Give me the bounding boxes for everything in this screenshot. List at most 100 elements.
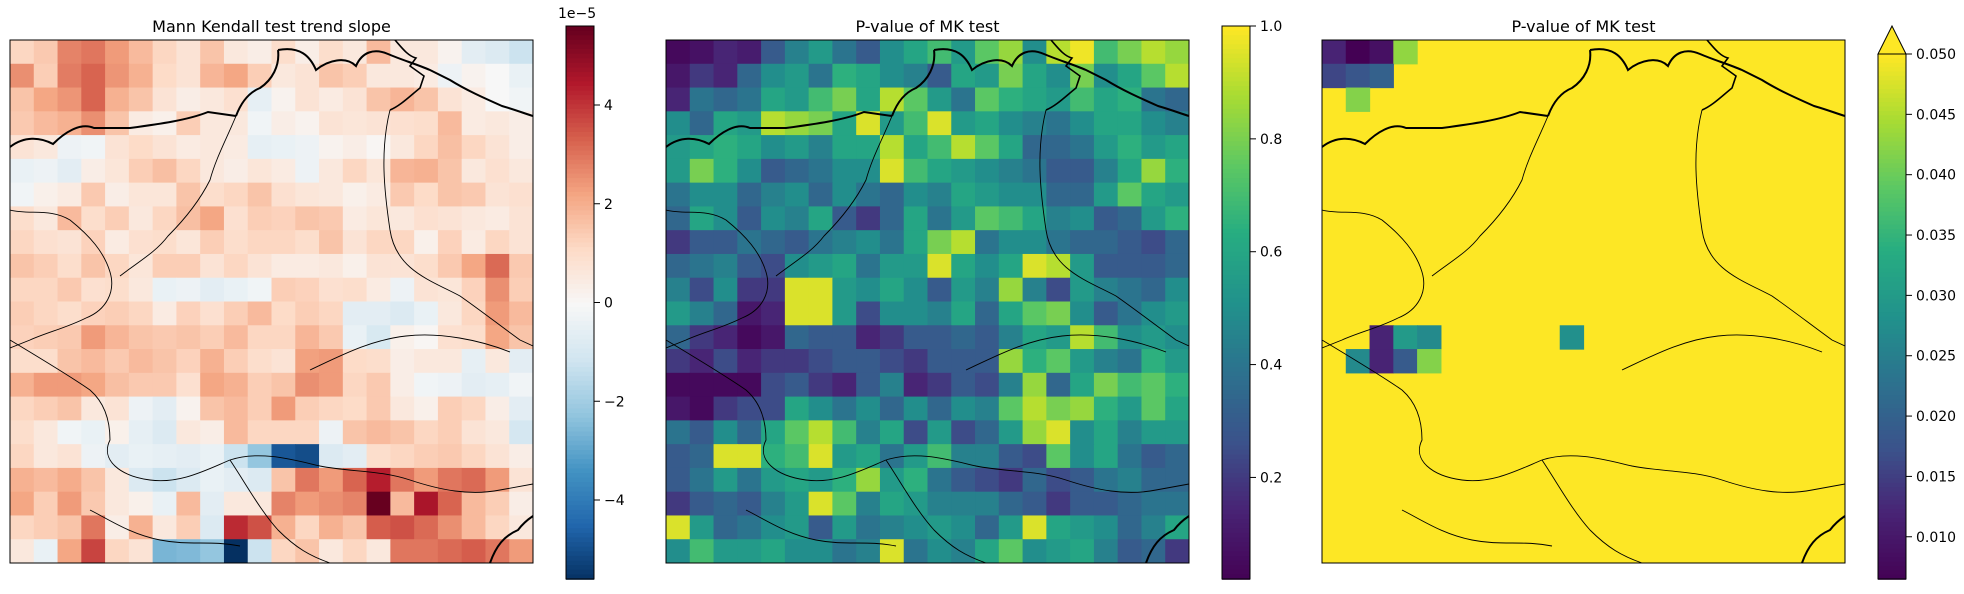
heatmap-cell <box>342 491 368 517</box>
heatmap-cell <box>223 491 249 517</box>
heatmap-cell <box>390 444 415 469</box>
heatmap-cell <box>485 372 510 398</box>
heatmap-cell <box>975 230 1000 255</box>
colorbar-segment <box>1878 233 1906 239</box>
colorbar-segment <box>566 399 594 405</box>
heatmap-cell <box>1070 396 1095 421</box>
colorbar-segment <box>1878 75 1906 82</box>
heatmap-cell <box>509 349 533 374</box>
colorbar-tick-label: 0.4 <box>1260 358 1282 374</box>
heatmap-cell <box>461 40 487 65</box>
heatmap-cell <box>689 396 715 421</box>
colorbar-segment <box>1878 491 1906 497</box>
heatmap-cell <box>761 230 786 255</box>
map-frame <box>665 39 1190 564</box>
colorbar-segment <box>566 449 594 456</box>
heatmap-cell <box>33 420 59 445</box>
heatmap-cell <box>1117 253 1143 279</box>
heatmap-cell <box>152 444 178 469</box>
heatmap-cell <box>485 135 510 160</box>
heatmap-cell <box>33 277 59 303</box>
heatmap-cell <box>223 515 249 540</box>
heatmap-cell <box>903 277 929 303</box>
heatmap-cell <box>689 40 715 65</box>
heatmap-cell <box>342 253 368 279</box>
colorbar-segment <box>566 422 594 428</box>
heatmap-cell <box>951 111 976 136</box>
colorbar-segment <box>1878 425 1906 432</box>
heatmap-cell <box>414 301 439 326</box>
colorbar-segment <box>566 297 594 304</box>
heatmap-cell <box>57 111 82 136</box>
heatmap-cell <box>342 230 368 255</box>
colorbar-segment <box>1878 89 1906 95</box>
heatmap-cell <box>200 444 225 469</box>
heatmap-cell <box>461 182 487 208</box>
colorbar-segment <box>1878 264 1906 270</box>
heatmap-cell <box>689 491 715 517</box>
colorbar-segment <box>1878 338 1906 344</box>
colorbar-segment <box>1222 528 1250 534</box>
heatmap-cell <box>879 349 905 374</box>
colorbar-segment <box>1222 348 1250 354</box>
heatmap-cell <box>689 420 715 445</box>
heatmap-cell <box>689 277 715 303</box>
heatmap-cell <box>152 63 178 89</box>
heatmap-cell <box>247 230 273 255</box>
heatmap-cell <box>223 135 249 160</box>
heatmap-cell <box>689 63 715 89</box>
colorbar-segment <box>566 85 594 92</box>
colorbar-segment <box>1222 224 1250 230</box>
heatmap-cell <box>832 40 857 65</box>
colorbar-segment <box>1222 330 1250 336</box>
heatmap-cell <box>784 40 810 65</box>
colorbar-segment <box>566 417 594 424</box>
heatmap-cell <box>832 444 857 469</box>
heatmap-cell <box>390 253 415 279</box>
colorbar-segment <box>566 44 594 50</box>
heatmap-cell <box>509 206 533 231</box>
heatmap-cell <box>927 420 952 445</box>
heatmap-cell <box>1022 253 1047 279</box>
heatmap-cell <box>366 253 391 279</box>
colorbar-segment <box>1222 150 1250 156</box>
colorbar-tick-label: 0.035 <box>1916 228 1956 244</box>
colorbar-segment <box>1222 449 1250 456</box>
colorbar-segment <box>1878 281 1906 287</box>
heatmap-cell <box>200 420 225 445</box>
heatmap-cell <box>247 63 273 89</box>
heatmap-cell <box>713 87 738 112</box>
heatmap-cell <box>808 444 834 469</box>
heatmap-cell <box>1070 206 1095 231</box>
heatmap-cell <box>1022 349 1047 374</box>
heatmap-cell <box>1165 230 1189 255</box>
colorbar-segment <box>1878 504 1906 510</box>
colorbar-segment <box>1222 408 1250 414</box>
colorbar-segment <box>566 265 594 272</box>
colorbar-segment <box>1878 487 1906 493</box>
heatmap-cell <box>1393 325 1418 350</box>
heatmap-cell <box>879 301 905 326</box>
heatmap-cell <box>927 40 952 65</box>
heatmap-cell <box>342 444 368 469</box>
heatmap-cell <box>414 87 439 112</box>
heatmap-cell <box>437 491 463 517</box>
heatmap-cell <box>295 372 320 398</box>
heatmap-cell <box>713 444 738 469</box>
colorbar-segment <box>1222 311 1250 318</box>
colorbar-segment <box>566 99 594 106</box>
heatmap-cell <box>856 301 881 326</box>
heatmap-cell <box>509 182 533 208</box>
colorbar-segment <box>1222 399 1250 405</box>
heatmap-cell <box>808 301 834 326</box>
heatmap-cell <box>176 539 201 563</box>
heatmap-cell <box>223 467 249 493</box>
colorbar-frame <box>1877 54 1907 580</box>
heatmap-cell <box>1070 87 1095 112</box>
heatmap-cell <box>319 182 344 208</box>
colorbar-tick-label: 0.8 <box>1260 132 1282 148</box>
colorbar-segment <box>1222 113 1250 119</box>
heatmap-cell <box>903 87 929 112</box>
colorbar-segment <box>1222 108 1250 115</box>
